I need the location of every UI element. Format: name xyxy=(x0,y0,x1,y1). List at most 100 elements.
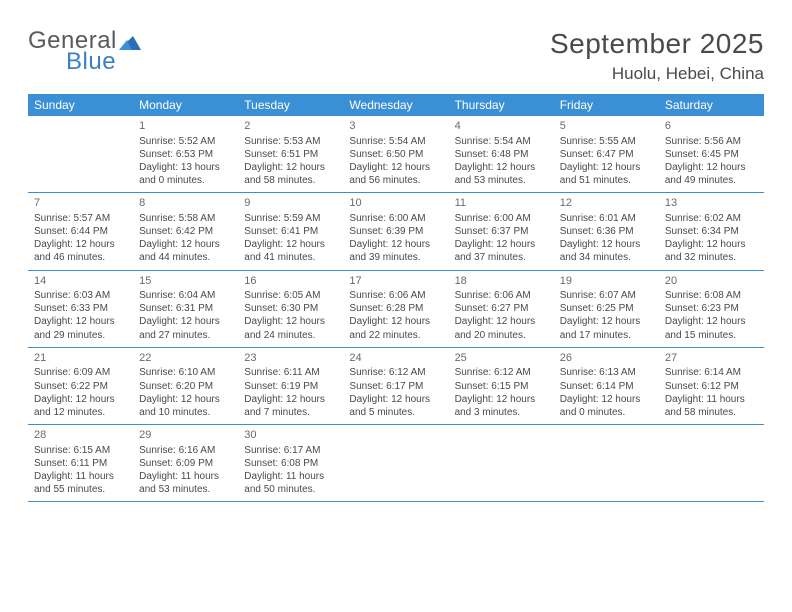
sunset-text: Sunset: 6:22 PM xyxy=(34,380,127,393)
sunset-text: Sunset: 6:41 PM xyxy=(244,225,337,238)
day-cell: 2Sunrise: 5:53 AMSunset: 6:51 PMDaylight… xyxy=(238,116,343,192)
day-number: 10 xyxy=(349,196,442,211)
sunrise-text: Sunrise: 6:10 AM xyxy=(139,366,232,379)
day-cell: 24Sunrise: 6:12 AMSunset: 6:17 PMDayligh… xyxy=(343,348,448,424)
weekday-label: Sunday xyxy=(28,94,133,116)
day-cell: 23Sunrise: 6:11 AMSunset: 6:19 PMDayligh… xyxy=(238,348,343,424)
day-cell: 15Sunrise: 6:04 AMSunset: 6:31 PMDayligh… xyxy=(133,271,238,347)
day-cell: 3Sunrise: 5:54 AMSunset: 6:50 PMDaylight… xyxy=(343,116,448,192)
sunset-text: Sunset: 6:09 PM xyxy=(139,457,232,470)
sunset-text: Sunset: 6:45 PM xyxy=(665,148,758,161)
day-number: 24 xyxy=(349,351,442,366)
sunset-text: Sunset: 6:15 PM xyxy=(455,380,548,393)
sunset-text: Sunset: 6:42 PM xyxy=(139,225,232,238)
weekday-label: Tuesday xyxy=(238,94,343,116)
sunset-text: Sunset: 6:36 PM xyxy=(560,225,653,238)
day-number: 3 xyxy=(349,119,442,134)
title-block: September 2025 Huolu, Hebei, China xyxy=(550,28,764,84)
daylight-text: Daylight: 12 hours and 49 minutes. xyxy=(665,161,758,187)
sunrise-text: Sunrise: 6:03 AM xyxy=(34,289,127,302)
day-cell: 13Sunrise: 6:02 AMSunset: 6:34 PMDayligh… xyxy=(659,193,764,269)
sunrise-text: Sunrise: 6:06 AM xyxy=(455,289,548,302)
day-cell xyxy=(659,425,764,501)
day-number: 13 xyxy=(665,196,758,211)
sunset-text: Sunset: 6:08 PM xyxy=(244,457,337,470)
day-cell: 16Sunrise: 6:05 AMSunset: 6:30 PMDayligh… xyxy=(238,271,343,347)
week-row: 21Sunrise: 6:09 AMSunset: 6:22 PMDayligh… xyxy=(28,348,764,425)
day-number: 30 xyxy=(244,428,337,443)
sunrise-text: Sunrise: 6:06 AM xyxy=(349,289,442,302)
sunset-text: Sunset: 6:23 PM xyxy=(665,302,758,315)
daylight-text: Daylight: 12 hours and 27 minutes. xyxy=(139,315,232,341)
day-cell: 6Sunrise: 5:56 AMSunset: 6:45 PMDaylight… xyxy=(659,116,764,192)
day-number: 20 xyxy=(665,274,758,289)
sunrise-text: Sunrise: 6:16 AM xyxy=(139,444,232,457)
day-number: 16 xyxy=(244,274,337,289)
sunset-text: Sunset: 6:14 PM xyxy=(560,380,653,393)
day-cell xyxy=(343,425,448,501)
day-cell: 4Sunrise: 5:54 AMSunset: 6:48 PMDaylight… xyxy=(449,116,554,192)
location-label: Huolu, Hebei, China xyxy=(550,64,764,84)
sunset-text: Sunset: 6:11 PM xyxy=(34,457,127,470)
day-cell: 25Sunrise: 6:12 AMSunset: 6:15 PMDayligh… xyxy=(449,348,554,424)
day-cell: 14Sunrise: 6:03 AMSunset: 6:33 PMDayligh… xyxy=(28,271,133,347)
sunrise-text: Sunrise: 6:00 AM xyxy=(455,212,548,225)
daylight-text: Daylight: 12 hours and 0 minutes. xyxy=(560,393,653,419)
sunrise-text: Sunrise: 6:07 AM xyxy=(560,289,653,302)
day-number: 27 xyxy=(665,351,758,366)
sunrise-text: Sunrise: 6:14 AM xyxy=(665,366,758,379)
day-cell: 20Sunrise: 6:08 AMSunset: 6:23 PMDayligh… xyxy=(659,271,764,347)
day-cell xyxy=(554,425,659,501)
daylight-text: Daylight: 12 hours and 53 minutes. xyxy=(455,161,548,187)
day-cell: 9Sunrise: 5:59 AMSunset: 6:41 PMDaylight… xyxy=(238,193,343,269)
daylight-text: Daylight: 12 hours and 32 minutes. xyxy=(665,238,758,264)
day-cell xyxy=(28,116,133,192)
day-cell: 10Sunrise: 6:00 AMSunset: 6:39 PMDayligh… xyxy=(343,193,448,269)
day-cell: 8Sunrise: 5:58 AMSunset: 6:42 PMDaylight… xyxy=(133,193,238,269)
sunset-text: Sunset: 6:37 PM xyxy=(455,225,548,238)
daylight-text: Daylight: 12 hours and 3 minutes. xyxy=(455,393,548,419)
weekday-label: Saturday xyxy=(659,94,764,116)
sunset-text: Sunset: 6:33 PM xyxy=(34,302,127,315)
day-cell: 12Sunrise: 6:01 AMSunset: 6:36 PMDayligh… xyxy=(554,193,659,269)
daylight-text: Daylight: 12 hours and 56 minutes. xyxy=(349,161,442,187)
weekday-label: Wednesday xyxy=(343,94,448,116)
day-cell: 26Sunrise: 6:13 AMSunset: 6:14 PMDayligh… xyxy=(554,348,659,424)
sunset-text: Sunset: 6:19 PM xyxy=(244,380,337,393)
day-number: 19 xyxy=(560,274,653,289)
day-number: 12 xyxy=(560,196,653,211)
day-number: 18 xyxy=(455,274,548,289)
daylight-text: Daylight: 12 hours and 22 minutes. xyxy=(349,315,442,341)
daylight-text: Daylight: 12 hours and 46 minutes. xyxy=(34,238,127,264)
daylight-text: Daylight: 11 hours and 53 minutes. xyxy=(139,470,232,496)
sunset-text: Sunset: 6:53 PM xyxy=(139,148,232,161)
weeks-container: 1Sunrise: 5:52 AMSunset: 6:53 PMDaylight… xyxy=(28,116,764,502)
sunrise-text: Sunrise: 5:54 AM xyxy=(349,135,442,148)
week-row: 7Sunrise: 5:57 AMSunset: 6:44 PMDaylight… xyxy=(28,193,764,270)
day-cell: 28Sunrise: 6:15 AMSunset: 6:11 PMDayligh… xyxy=(28,425,133,501)
week-row: 14Sunrise: 6:03 AMSunset: 6:33 PMDayligh… xyxy=(28,271,764,348)
day-cell: 11Sunrise: 6:00 AMSunset: 6:37 PMDayligh… xyxy=(449,193,554,269)
daylight-text: Daylight: 12 hours and 29 minutes. xyxy=(34,315,127,341)
sunset-text: Sunset: 6:27 PM xyxy=(455,302,548,315)
weekday-label: Friday xyxy=(554,94,659,116)
sunrise-text: Sunrise: 6:12 AM xyxy=(349,366,442,379)
day-number: 29 xyxy=(139,428,232,443)
day-cell: 27Sunrise: 6:14 AMSunset: 6:12 PMDayligh… xyxy=(659,348,764,424)
daylight-text: Daylight: 12 hours and 44 minutes. xyxy=(139,238,232,264)
daylight-text: Daylight: 11 hours and 55 minutes. xyxy=(34,470,127,496)
sunrise-text: Sunrise: 6:12 AM xyxy=(455,366,548,379)
sunset-text: Sunset: 6:51 PM xyxy=(244,148,337,161)
sunrise-text: Sunrise: 6:17 AM xyxy=(244,444,337,457)
day-cell xyxy=(449,425,554,501)
weekday-label: Thursday xyxy=(449,94,554,116)
daylight-text: Daylight: 12 hours and 37 minutes. xyxy=(455,238,548,264)
calendar: Sunday Monday Tuesday Wednesday Thursday… xyxy=(28,94,764,502)
daylight-text: Daylight: 12 hours and 58 minutes. xyxy=(244,161,337,187)
sunset-text: Sunset: 6:12 PM xyxy=(665,380,758,393)
sunset-text: Sunset: 6:39 PM xyxy=(349,225,442,238)
week-row: 1Sunrise: 5:52 AMSunset: 6:53 PMDaylight… xyxy=(28,116,764,193)
day-number: 23 xyxy=(244,351,337,366)
day-number: 8 xyxy=(139,196,232,211)
sunrise-text: Sunrise: 6:04 AM xyxy=(139,289,232,302)
